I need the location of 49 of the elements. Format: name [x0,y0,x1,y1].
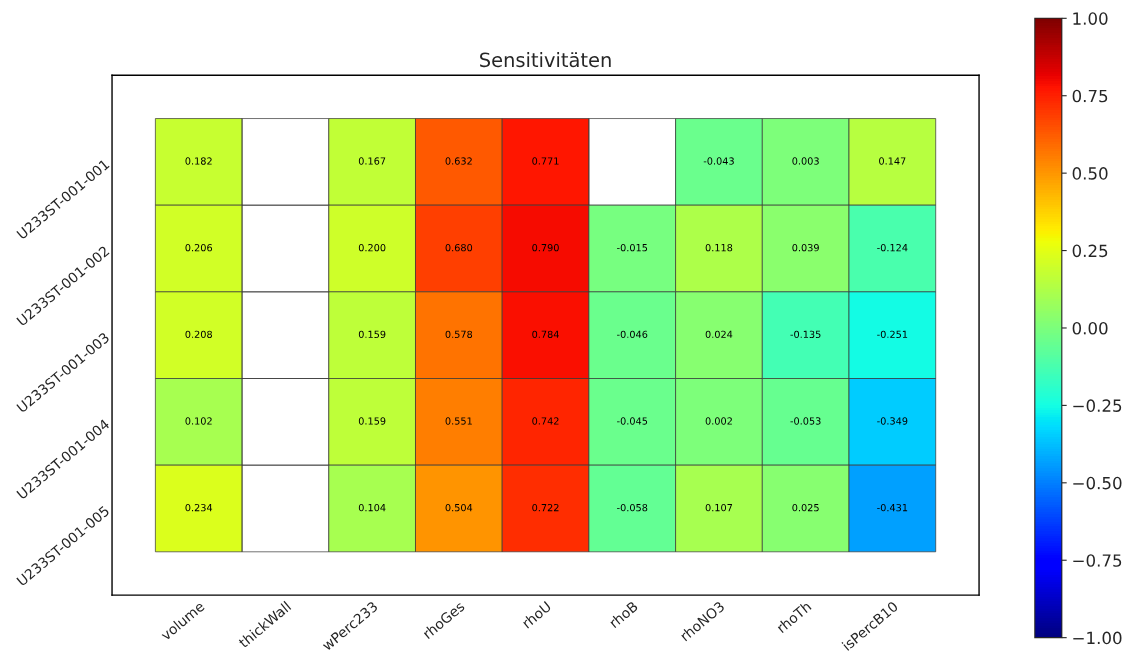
data-label: 0.771 [532,157,559,165]
data-label: 0.118 [705,243,733,252]
data-label: 0.632 [445,157,472,165]
color-bar-label: 0.75 [1072,89,1108,103]
data-label: 0.551 [445,417,472,425]
data-label: -0.053 [790,417,821,425]
data-label: 0.039 [792,243,819,252]
data-label: 0.234 [185,503,213,512]
data-label: 0.182 [185,157,212,165]
data-label: 0.102 [185,417,212,425]
data-label: 0.024 [705,330,733,338]
data-label: 0.504 [445,503,473,512]
data-label: 0.147 [879,157,906,165]
color-bar-label: 0.50 [1072,167,1108,180]
data-label: 0.722 [532,503,559,512]
data-label: 0.790 [532,243,559,252]
data-label: 0.159 [358,417,386,425]
data-label: -0.045 [617,417,648,425]
color-bar-label: 0.25 [1072,244,1108,258]
data-label: 0.002 [705,417,732,425]
data-label: 0.208 [185,330,212,338]
data-label: 0.167 [358,157,386,165]
data-label: -0.046 [617,330,648,338]
color-bar-label: −0.50 [1073,476,1122,490]
data-label: 0.104 [358,503,386,512]
data-label: -0.124 [877,243,908,252]
color-bar-label: −1.00 [1073,631,1122,645]
color-bar-label: −0.25 [1073,399,1122,412]
data-label: 0.107 [705,503,733,512]
data-label: 0.784 [532,330,559,338]
data-label: 0.742 [532,417,559,425]
data-label: -0.431 [877,503,908,512]
data-label: -0.251 [877,330,908,338]
chart-title: Sensitivitäten [480,52,611,68]
data-label: 0.025 [792,503,819,512]
data-label: -0.058 [617,503,648,512]
data-label: 0.578 [445,330,473,338]
color-bar-label: 1.00 [1073,12,1108,25]
data-label: 0.206 [185,243,213,252]
data-label: -0.043 [703,157,734,165]
data-label: 0.159 [358,330,386,338]
data-label: -0.135 [790,330,821,338]
data-label: -0.349 [877,417,908,425]
data-label: 0.680 [445,243,473,252]
data-label: 0.003 [792,157,819,165]
data-label: 0.200 [358,243,386,252]
data-label: -0.015 [617,243,648,252]
color-bar-label: 0.00 [1072,321,1108,335]
color-bar-label: −0.75 [1073,554,1122,567]
